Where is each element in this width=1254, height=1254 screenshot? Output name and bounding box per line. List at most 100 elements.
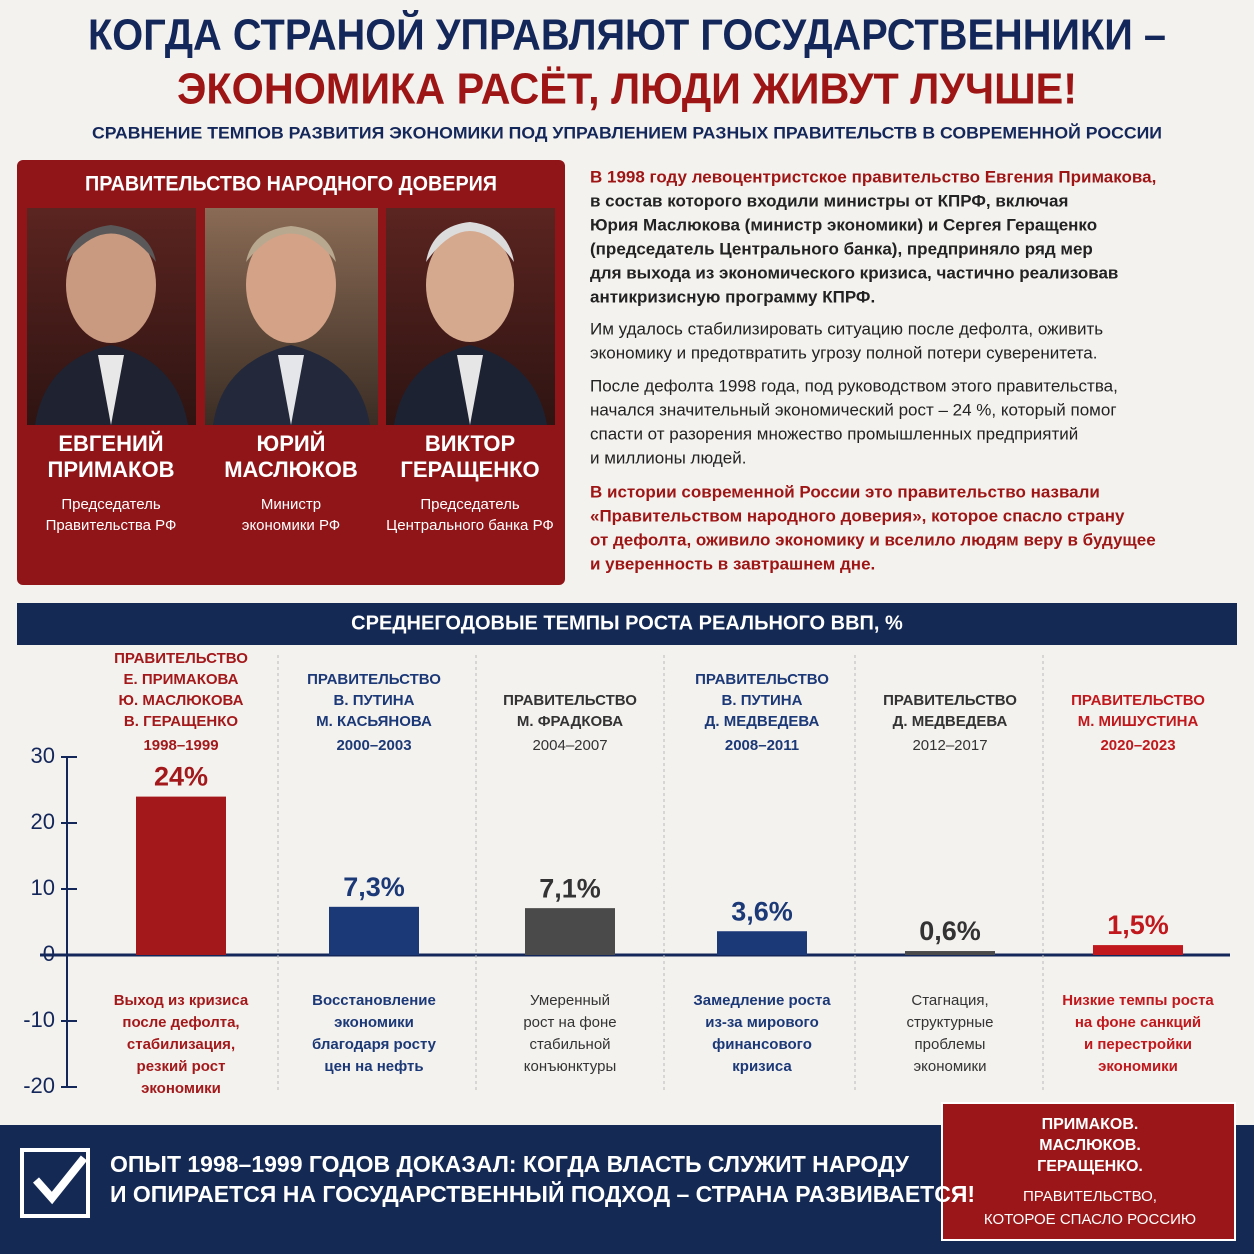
bar (905, 951, 995, 955)
note: Умеренный (530, 992, 610, 1009)
column-header: ПРАВИТЕЛЬСТВО (883, 692, 1017, 709)
note: Восстановление (312, 992, 436, 1009)
y-tick-label: 30 (31, 743, 55, 768)
column-header: ПРАВИТЕЛЬСТВО (307, 671, 441, 688)
person-role: экономики РФ (242, 517, 340, 534)
note: на фоне санкций (1075, 1014, 1201, 1031)
paragraph-line: спасти от разорения множество промышленн… (590, 424, 1078, 443)
note: проблемы (915, 1036, 986, 1053)
badge-name: МАСЛЮКОВ. (1039, 1137, 1141, 1154)
badge-caption: КОТОРОЕ СПАСЛО РОССИЮ (984, 1211, 1196, 1228)
bar (717, 931, 807, 955)
period: 2004–2007 (532, 737, 607, 754)
photos (27, 208, 555, 425)
column-header: Д. МЕДВЕДЕВА (705, 713, 820, 730)
column-header: В. ПУТИНА (722, 692, 803, 709)
note: стабильной (529, 1036, 610, 1053)
note: экономики (141, 1080, 221, 1097)
badge-name: ГЕРАЩЕНКО. (1037, 1158, 1143, 1175)
check-box (20, 1148, 90, 1218)
paragraph-line: начался значительный экономический рост … (590, 400, 1117, 419)
column-header: ПРАВИТЕЛЬСТВО (1071, 692, 1205, 709)
y-tick-label: 10 (31, 875, 55, 900)
column-header: В. ПУТИНА (334, 692, 415, 709)
bar (525, 908, 615, 955)
period: 2020–2023 (1100, 737, 1175, 754)
bar (1093, 945, 1183, 955)
person-role: Министр (261, 496, 321, 513)
check-mark (33, 1155, 88, 1205)
photo (205, 208, 378, 425)
panel-title: ПРАВИТЕЛЬСТВО НАРОДНОГО ДОВЕРИЯ (85, 173, 497, 196)
paragraph-line: В истории современной России это правите… (590, 482, 1100, 501)
badge (941, 1102, 1236, 1241)
person-name: МАСЛЮКОВ (224, 457, 358, 482)
value-label: 3,6% (731, 896, 793, 926)
note: благодаря росту (312, 1036, 437, 1053)
badge-caption: ПРАВИТЕЛЬСТВО, (1023, 1188, 1157, 1205)
column-header: Д. МЕДВЕДЕВА (893, 713, 1008, 730)
note: после дефолта, (122, 1014, 239, 1031)
person-role: Председатель (420, 496, 519, 513)
y-tick-label: 0 (43, 941, 55, 966)
person-name: ПРИМАКОВ (48, 457, 175, 482)
person-name: ЕВГЕНИЙ (58, 431, 163, 456)
column-header: ПРАВИТЕЛЬСТВО (114, 650, 248, 667)
paragraph-line: и миллионы людей. (590, 448, 746, 467)
person-role: Председатель (61, 496, 160, 513)
paragraph-line: для выхода из экономического кризиса, ча… (590, 263, 1118, 282)
paragraph-line: от дефолта, оживило экономику и вселило … (590, 530, 1156, 549)
note: экономики (1098, 1058, 1178, 1075)
value-label: 0,6% (919, 916, 981, 946)
paragraph-line: (председатель Центрального банка), предп… (590, 239, 1093, 258)
person-role: Центрального банка РФ (386, 517, 554, 534)
paragraph-line: и уверенность в завтрашнем дне. (590, 554, 875, 573)
value-label: 7,3% (343, 872, 405, 902)
column-header: В. ГЕРАЩЕНКО (124, 713, 238, 730)
paragraph-line: Им удалось стабилизировать ситуацию посл… (590, 319, 1103, 338)
column-header: Е. ПРИМАКОВА (124, 671, 239, 688)
y-tick-label: -20 (23, 1073, 55, 1098)
period: 2012–2017 (912, 737, 987, 754)
person-name: ГЕРАЩЕНКО (400, 457, 539, 482)
paragraph-line: «Правительством народного доверия», кото… (590, 506, 1125, 525)
chart-title-band (17, 603, 1237, 645)
note: Стагнация, (911, 992, 988, 1009)
footer-line: ОПЫТ 1998–1999 ГОДОВ ДОКАЗАЛ: КОГДА ВЛАС… (110, 1151, 910, 1177)
y-tick-label: -10 (23, 1007, 55, 1032)
note: Замедление роста (693, 992, 831, 1009)
period: 1998–1999 (143, 737, 218, 754)
paragraph-line: Юрия Маслюкова (министр экономики) и Сер… (590, 215, 1097, 234)
paragraph-line: В 1998 году левоцентристское правительст… (590, 167, 1156, 186)
note: конъюнктуры (524, 1058, 617, 1075)
note: рост на фоне (523, 1014, 616, 1031)
note: из-за мирового (705, 1014, 818, 1031)
bar (136, 796, 226, 955)
note: Выход из кризиса (114, 992, 249, 1009)
note: финансового (712, 1036, 812, 1053)
period: 2000–2003 (336, 737, 411, 754)
value-label: 7,1% (539, 873, 601, 903)
note: цен на нефть (324, 1058, 423, 1075)
paragraph-line: экономику и предотвратить угрозу полной … (590, 343, 1097, 362)
person-role: Правительства РФ (46, 517, 177, 534)
note: стабилизация, (127, 1036, 235, 1053)
title-line-2: ЭКОНОМИКА РАСЁТ, ЛЮДИ ЖИВУТ ЛУЧШЕ! (177, 65, 1077, 114)
photo (386, 208, 555, 425)
person-name: ВИКТОР (425, 431, 515, 456)
person-name: ЮРИЙ (257, 431, 326, 456)
y-tick-label: 20 (31, 809, 55, 834)
column-header: ПРАВИТЕЛЬСТВО (503, 692, 637, 709)
note: экономики (334, 1014, 414, 1031)
photo (27, 208, 196, 425)
column-header: М. МИШУСТИНА (1078, 713, 1199, 730)
note: структурные (907, 1014, 994, 1031)
paragraph-line: антикризисную программу КПРФ. (590, 287, 875, 306)
title-line-1: КОГДА СТРАНОЙ УПРАВЛЯЮТ ГОСУДАРСТВЕННИКИ… (88, 9, 1166, 60)
footer-line: И ОПИРАЕТСЯ НА ГОСУДАРСТВЕННЫЙ ПОДХОД – … (110, 1180, 975, 1207)
subtitle: СРАВНЕНИЕ ТЕМПОВ РАЗВИТИЯ ЭКОНОМИКИ ПОД … (92, 123, 1162, 142)
note: экономики (914, 1058, 987, 1075)
